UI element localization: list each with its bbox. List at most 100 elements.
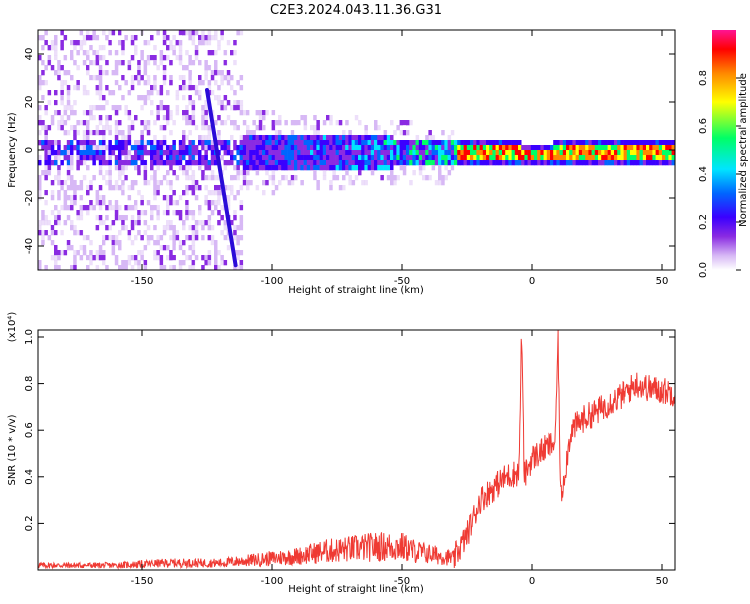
spectrogram-cell: [166, 220, 170, 226]
spectrogram-cell: [348, 140, 352, 146]
spectrogram-cell: [399, 220, 404, 226]
spectrogram-cell: [191, 60, 196, 66]
spectrogram-cell: [342, 135, 346, 141]
spectrogram-cell: [354, 165, 359, 171]
spectrogram-cell: [393, 160, 397, 166]
spectrogram-cell: [70, 180, 74, 186]
spectrogram-cell: [607, 150, 612, 156]
spectrogram-cell: [418, 170, 423, 176]
spectrogram-cell: [258, 140, 263, 146]
spectrogram-cell: [108, 145, 112, 151]
spectrogram-cell: [114, 210, 119, 216]
spectrogram-cell: [79, 40, 84, 46]
spectrogram-cell: [418, 100, 423, 106]
spectrogram-cell: [370, 30, 375, 36]
spectrogram-cell: [233, 175, 237, 181]
spectrogram-cell: [201, 95, 205, 101]
spectrogram-cell: [118, 160, 122, 166]
spectrogram-cell: [284, 135, 288, 141]
spectrogram-cell: [214, 50, 218, 56]
spectrogram-cell: [166, 170, 170, 176]
spectrogram-cell: [236, 145, 240, 151]
spectrogram-cell: [66, 235, 71, 241]
spectrogram-streak: [205, 88, 238, 268]
spectrogram-cell: [121, 265, 125, 270]
spectrogram-cell: [370, 160, 375, 166]
spectrogram-cell: [191, 210, 196, 216]
spectrogram-cell: [47, 100, 52, 106]
spectrogram-cell: [623, 160, 628, 166]
spectrogram-cell: [127, 155, 132, 161]
spectrogram-cell: [383, 160, 388, 166]
spectrogram-cell: [316, 150, 320, 156]
spectrogram-cell: [54, 105, 58, 111]
spectrogram-cell: [252, 155, 256, 161]
spectrogram-cell: [63, 120, 68, 126]
spectrogram-cell: [172, 260, 176, 266]
spectrogram-cell: [127, 140, 132, 146]
spectrogram-cell: [249, 145, 253, 151]
spectrogram-cell: [198, 210, 202, 216]
spectrogram-cell: [383, 195, 388, 201]
spectrogram-cell: [108, 115, 112, 121]
spectrogram-cell: [79, 155, 84, 161]
spectrogram-cell: [105, 170, 109, 176]
spectrogram-cell: [626, 160, 631, 166]
spectrogram-cell: [274, 120, 279, 126]
spectrogram-cell: [124, 185, 128, 191]
spectrogram-cell: [236, 190, 240, 196]
spectrogram-cell: [527, 160, 532, 166]
spectrogram-cell: [502, 140, 506, 146]
spectrogram-cell: [156, 240, 160, 246]
spectrogram-cell: [553, 145, 557, 151]
spectrogram-cell: [466, 155, 471, 161]
spectrogram-cell: [415, 145, 420, 151]
spectrogram-cell: [329, 145, 333, 151]
spectrogram-cell: [278, 120, 282, 126]
spectrogram-cell: [415, 155, 420, 161]
spectrogram-cell: [585, 160, 589, 166]
spectrogram-cell: [150, 235, 154, 241]
spectrogram-cell: [553, 150, 557, 156]
spectrogram-cell: [223, 260, 228, 266]
spectrogram-cell: [44, 40, 48, 46]
spectrogram-cell: [70, 60, 74, 66]
spectrogram-cell: [361, 160, 365, 166]
spectrogram-cell: [146, 75, 151, 81]
spectrogram-cell: [185, 115, 189, 121]
spectrogram-cell: [124, 155, 128, 161]
spectrogram-cell: [233, 145, 237, 151]
spectrogram-cell: [300, 150, 304, 156]
spectrogram-cell: [402, 165, 407, 171]
spectrogram-cell: [60, 150, 64, 156]
spectrogram-cell: [316, 145, 320, 151]
spectrogram-cell: [86, 110, 90, 116]
spectrogram-cell: [194, 45, 199, 51]
spectrogram-cell: [217, 70, 221, 76]
spectrogram-cell: [54, 40, 58, 46]
spectrogram-cell: [89, 185, 93, 191]
spectrogram-cell: [242, 135, 247, 141]
spectrogram-cell: [239, 225, 244, 231]
spectrogram-cell: [236, 235, 240, 241]
spectrogram-cell: [146, 225, 151, 231]
spectrogram-cell: [95, 130, 100, 136]
spectrogram-cell: [460, 140, 464, 146]
spectrogram-cell: [172, 155, 176, 161]
spectrogram-cell: [383, 145, 388, 151]
spectrogram-cell: [428, 150, 432, 156]
spectrogram-cell: [374, 125, 378, 131]
spectrogram-cell: [76, 210, 80, 216]
spectrogram-cell: [444, 140, 448, 146]
spectrogram-cell: [402, 130, 407, 136]
spectrogram-cell: [121, 95, 125, 101]
spectrogram-cell: [89, 110, 93, 116]
spectrogram-cell: [98, 115, 103, 121]
spectrogram-cell: [438, 155, 442, 161]
spectrogram-cell: [556, 155, 560, 161]
spectrogram-cell: [79, 140, 84, 146]
spectrogram-cell: [434, 260, 439, 266]
spectrogram-cell: [169, 145, 173, 151]
spectrogram-cell: [73, 255, 77, 261]
